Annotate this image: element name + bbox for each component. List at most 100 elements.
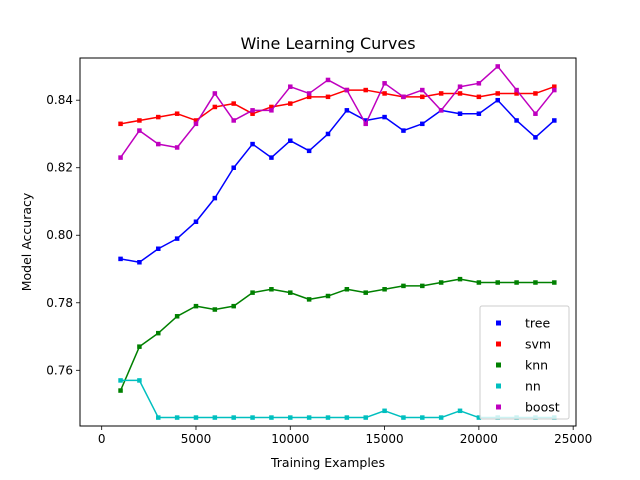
legend: tree svm knn nn boost: [479, 305, 570, 420]
data-point-nn: [438, 415, 444, 420]
x-axis: 0 5000 10000 15000 20000 25000: [98, 426, 592, 446]
data-point-knn: [212, 307, 218, 312]
legend-label: knn: [525, 358, 548, 373]
x-tick-label: 10000: [271, 432, 309, 446]
data-point-svm: [420, 94, 425, 100]
data-point-tree: [457, 111, 463, 116]
data-point-svm: [438, 91, 444, 96]
data-point-tree: [476, 111, 482, 116]
legend-marker: [496, 362, 501, 368]
data-point-tree: [174, 236, 180, 241]
data-point-knn: [363, 290, 368, 295]
data-point-boost: [325, 77, 331, 83]
chart-title: Wine Learning Curves: [240, 34, 415, 53]
legend-marker: [496, 320, 501, 326]
data-point-tree: [420, 121, 425, 127]
data-point-knn: [533, 280, 538, 285]
data-point-svm: [306, 94, 312, 100]
data-point-knn: [269, 287, 274, 292]
data-point-nn: [137, 378, 142, 383]
data-point-boost: [533, 111, 538, 116]
data-point-svm: [514, 91, 519, 96]
data-point-knn: [382, 287, 387, 292]
data-point-boost: [420, 87, 425, 93]
plot-area-frame: [79, 57, 577, 427]
data-point-boost: [401, 94, 406, 100]
data-point-knn: [514, 280, 519, 285]
data-point-knn: [306, 297, 312, 302]
data-point-knn: [288, 290, 293, 295]
data-point-boost: [552, 87, 557, 93]
data-point-svm: [533, 91, 538, 96]
data-point-boost: [174, 145, 180, 150]
data-point-knn: [552, 280, 557, 285]
data-point-boost: [476, 81, 482, 86]
data-point-nn: [344, 415, 350, 420]
data-point-svm: [476, 94, 482, 100]
legend-label: boost: [525, 400, 560, 415]
data-point-svm: [325, 94, 331, 100]
data-point-tree: [193, 219, 199, 224]
data-point-svm: [174, 111, 180, 116]
data-point-nn: [306, 415, 312, 420]
data-point-boost: [344, 87, 350, 93]
data-point-svm: [363, 87, 368, 93]
legend-entry-svm: svm: [496, 337, 551, 352]
x-tick-label: 25000: [554, 432, 592, 446]
data-point-nn: [420, 415, 425, 420]
data-point-svm: [552, 84, 557, 89]
data-point-knn: [118, 388, 123, 393]
legend-marker: [496, 404, 501, 410]
data-point-nn: [476, 415, 482, 420]
data-point-boost: [137, 128, 142, 133]
data-point-boost: [118, 155, 123, 160]
data-point-tree: [288, 138, 293, 143]
legend-box: [479, 305, 570, 420]
data-point-knn: [420, 283, 425, 289]
y-tick-label: 0.80: [46, 228, 73, 242]
legend-marker: [496, 341, 501, 347]
data-point-knn: [156, 330, 161, 336]
data-point-boost: [438, 108, 444, 113]
data-point-nn: [325, 415, 331, 420]
y-tick-label: 0.82: [46, 161, 73, 175]
data-point-knn: [457, 276, 463, 282]
data-point-tree: [401, 128, 406, 133]
data-point-boost: [212, 91, 218, 96]
data-point-tree: [533, 135, 538, 140]
data-point-nn: [174, 415, 180, 420]
data-point-nn: [269, 415, 274, 420]
data-point-boost: [193, 121, 199, 127]
legend-entry-tree: tree: [496, 316, 550, 331]
legend-entry-nn: nn: [496, 379, 541, 394]
data-point-knn: [231, 303, 236, 309]
y-axis: 0.76 0.78 0.80 0.82 0.84: [46, 93, 80, 377]
data-point-boost: [382, 81, 387, 86]
y-tick-label: 0.84: [46, 93, 73, 107]
data-point-tree: [212, 195, 218, 201]
data-point-tree: [344, 108, 350, 113]
series-line-svm: [120, 85, 555, 125]
data-point-nn: [212, 415, 218, 420]
data-point-boost: [363, 121, 368, 127]
data-point-tree: [269, 155, 274, 160]
legend-label: tree: [525, 316, 550, 331]
y-tick-label: 0.78: [46, 296, 73, 310]
data-point-tree: [231, 165, 236, 170]
legend-entry-knn: knn: [496, 358, 548, 373]
x-tick-label: 20000: [460, 432, 498, 446]
series-line-boost: [119, 65, 555, 159]
data-point-tree: [156, 246, 161, 251]
data-point-nn: [363, 415, 368, 420]
data-point-svm: [231, 101, 236, 106]
legend-label: svm: [525, 337, 551, 352]
data-point-boost: [514, 87, 519, 93]
x-tick-label: 0: [98, 432, 106, 446]
data-point-boost: [156, 141, 161, 147]
series-knn: [118, 276, 557, 393]
data-point-boost: [306, 91, 312, 96]
data-point-tree: [495, 97, 500, 103]
x-tick-label: 5000: [181, 432, 212, 446]
data-point-svm: [495, 91, 500, 96]
legend-marker: [496, 383, 501, 389]
